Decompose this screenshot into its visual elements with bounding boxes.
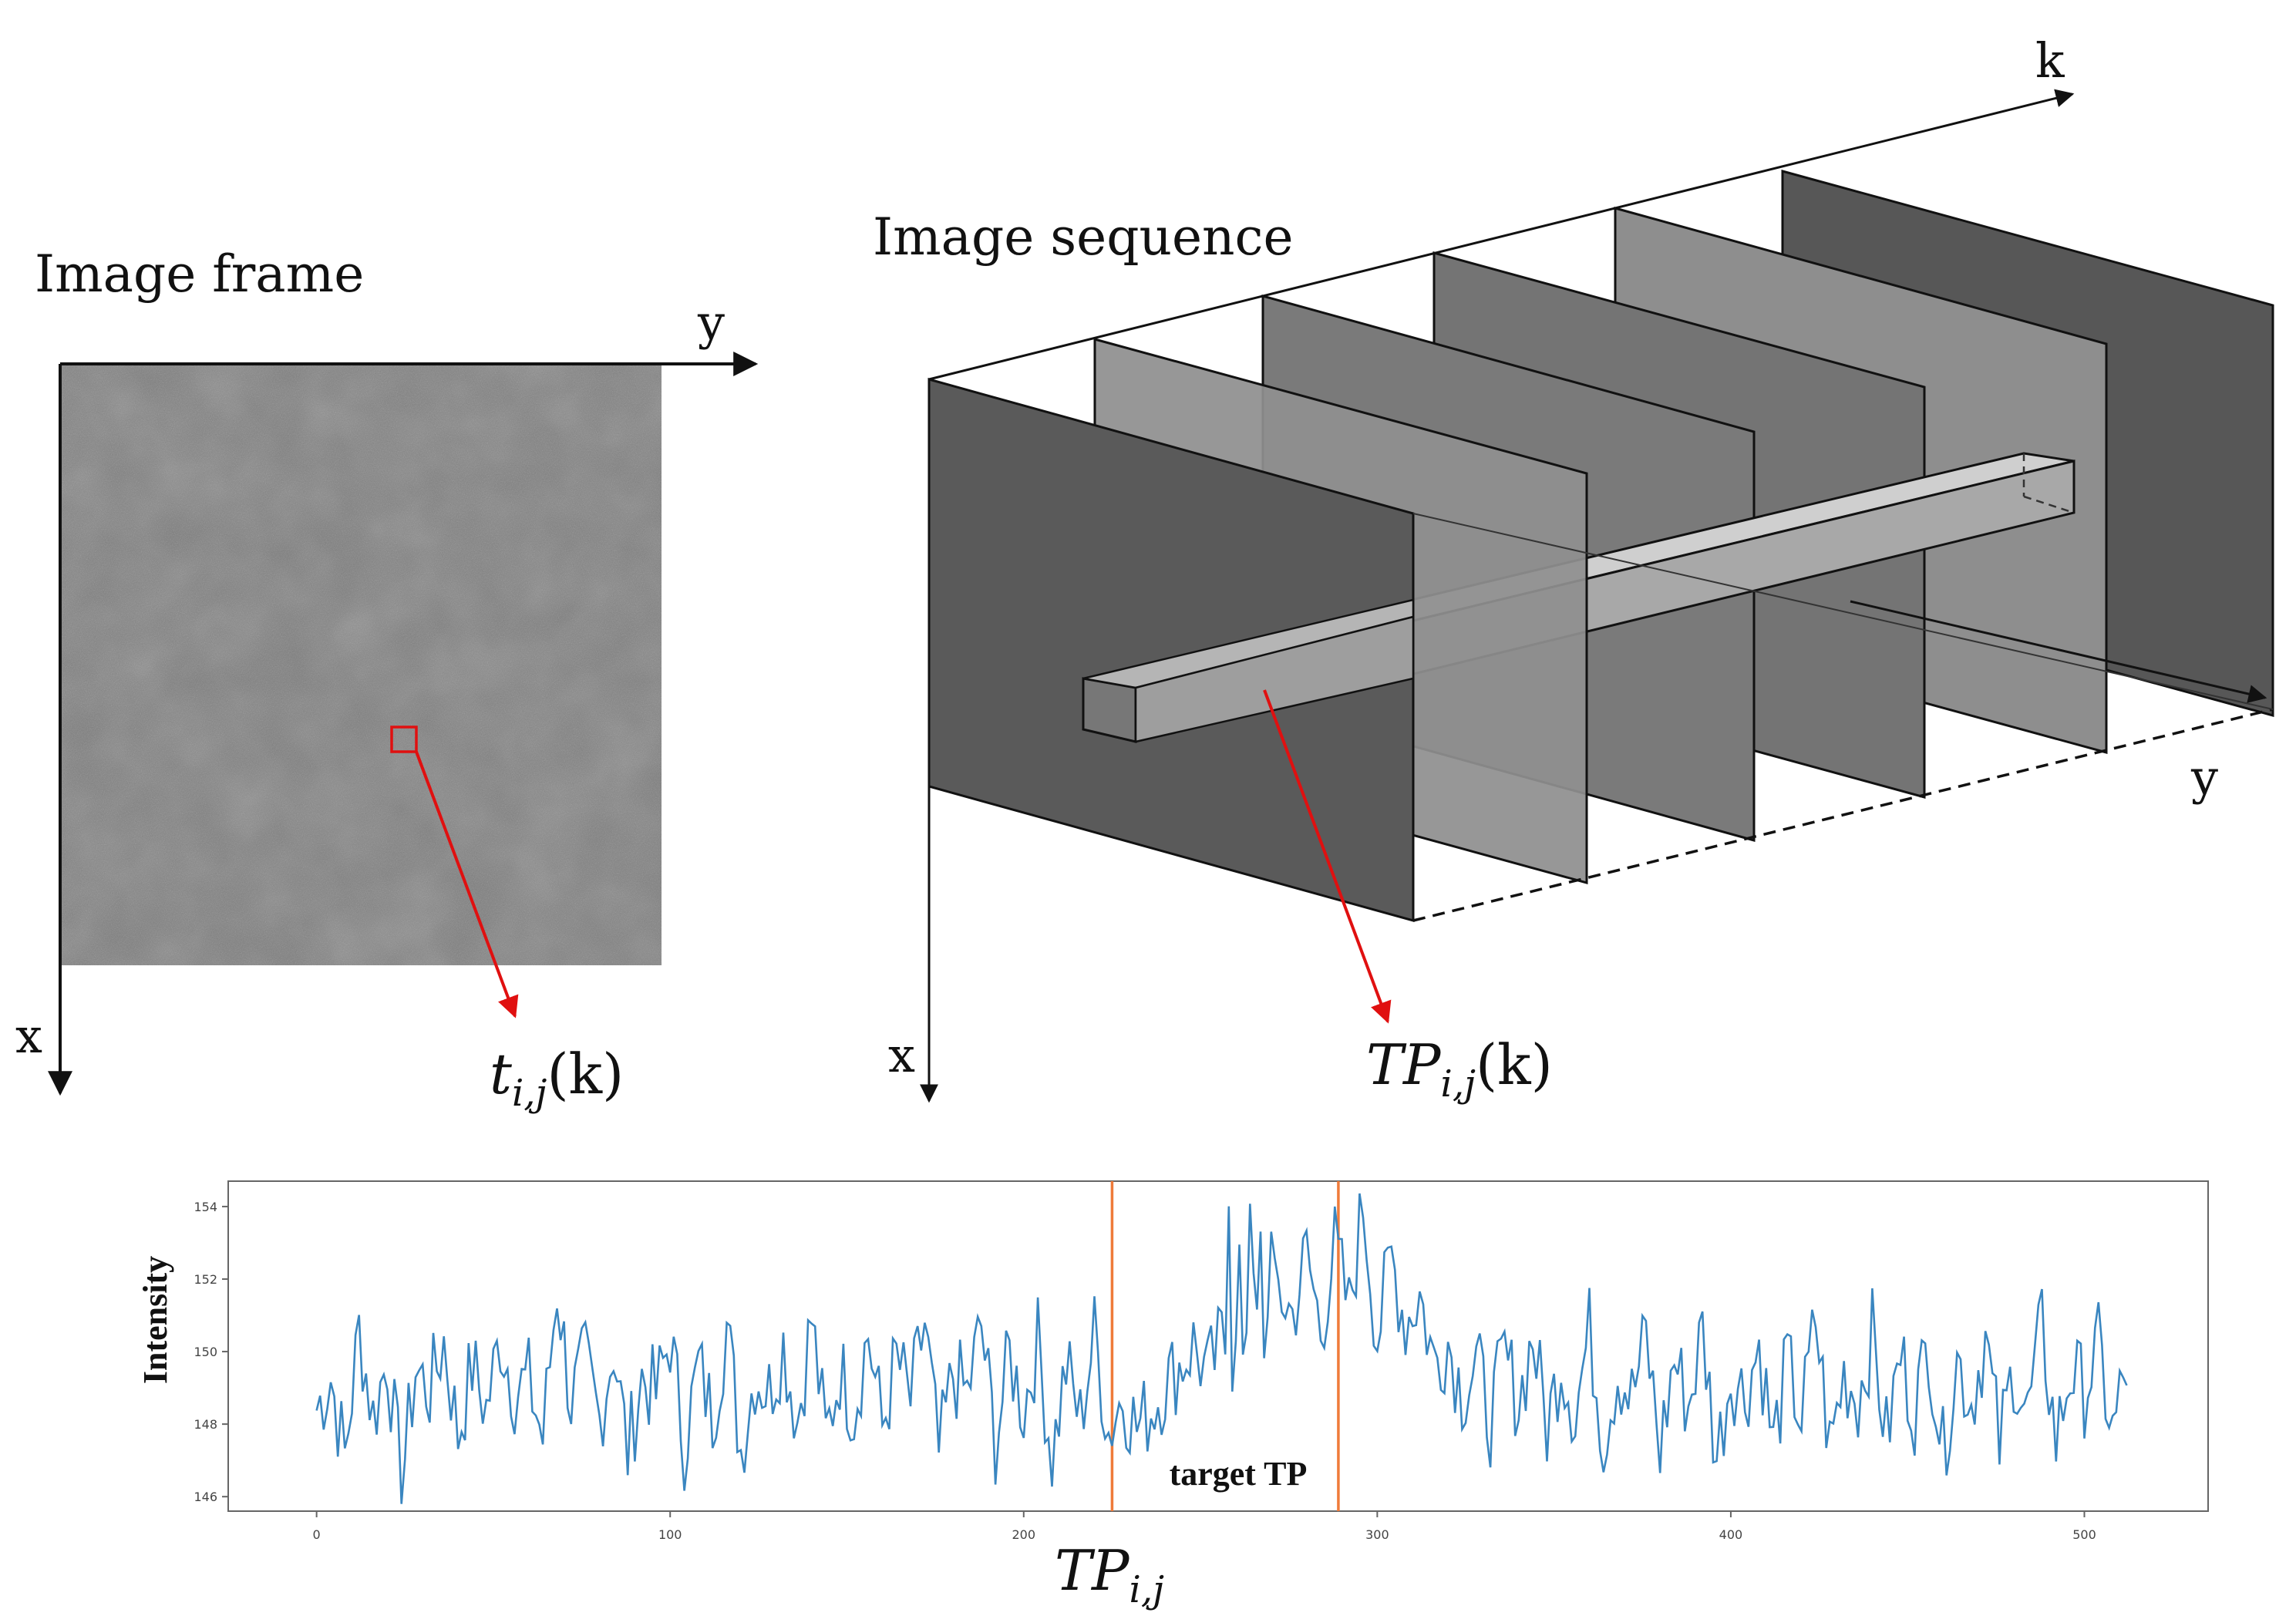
plot-frame <box>227 1180 2209 1512</box>
seq-y-label: y <box>2190 749 2218 806</box>
intensity-chart: 0 100 200 300 400 500 146 148 150 152 154 <box>194 1180 2209 1542</box>
series-line <box>315 1193 2128 1504</box>
seq-y-axis <box>1850 600 2267 703</box>
bottom-dashed-edge <box>1412 708 2274 922</box>
seq-k-label: k <box>2035 32 2065 89</box>
x-tick-label-0: 0 <box>313 1527 321 1542</box>
pixel-marker <box>390 726 418 753</box>
sequence-3d <box>920 89 2274 1103</box>
y-tick-label-2: 150 <box>194 1345 217 1359</box>
chart-ticks: 0 100 200 300 400 500 146 148 150 152 154 <box>194 1200 2096 1542</box>
pixel-label: ti,j(k) <box>490 1042 624 1115</box>
y-tick-label-0: 146 <box>194 1490 217 1504</box>
x-tick-label-3: 300 <box>1365 1527 1389 1542</box>
image-frame-title: Image frame <box>35 244 364 304</box>
image-sequence-title: Image sequence <box>873 207 1294 267</box>
sequence-arrow <box>1263 689 1392 1024</box>
x-tick-label-1: 100 <box>658 1527 682 1542</box>
x-tick-label-2: 200 <box>1012 1527 1036 1542</box>
y-axis-label: Intensity <box>136 1256 174 1384</box>
frame-image <box>60 364 662 965</box>
y-tick-label-1: 148 <box>194 1417 217 1432</box>
target-tp-annotation: target TP <box>1170 1455 1308 1493</box>
y-tick-label-3: 152 <box>194 1272 217 1287</box>
x-tick-label-5: 500 <box>2072 1527 2096 1542</box>
y-tick-label-4: 154 <box>194 1200 217 1214</box>
plot-label: TPi,j <box>1055 1538 1164 1611</box>
seq-k-axis <box>928 89 2075 381</box>
sequence-label: TPi,j(k) <box>1366 1032 1553 1106</box>
frame-x-label: x <box>15 1008 42 1064</box>
x-tick-label-4: 400 <box>1719 1527 1743 1542</box>
y-guide <box>1412 513 2274 710</box>
seq-x-label: x <box>888 1027 915 1083</box>
pixel-arrow <box>415 751 519 1018</box>
frame-y-label: y <box>697 295 725 351</box>
